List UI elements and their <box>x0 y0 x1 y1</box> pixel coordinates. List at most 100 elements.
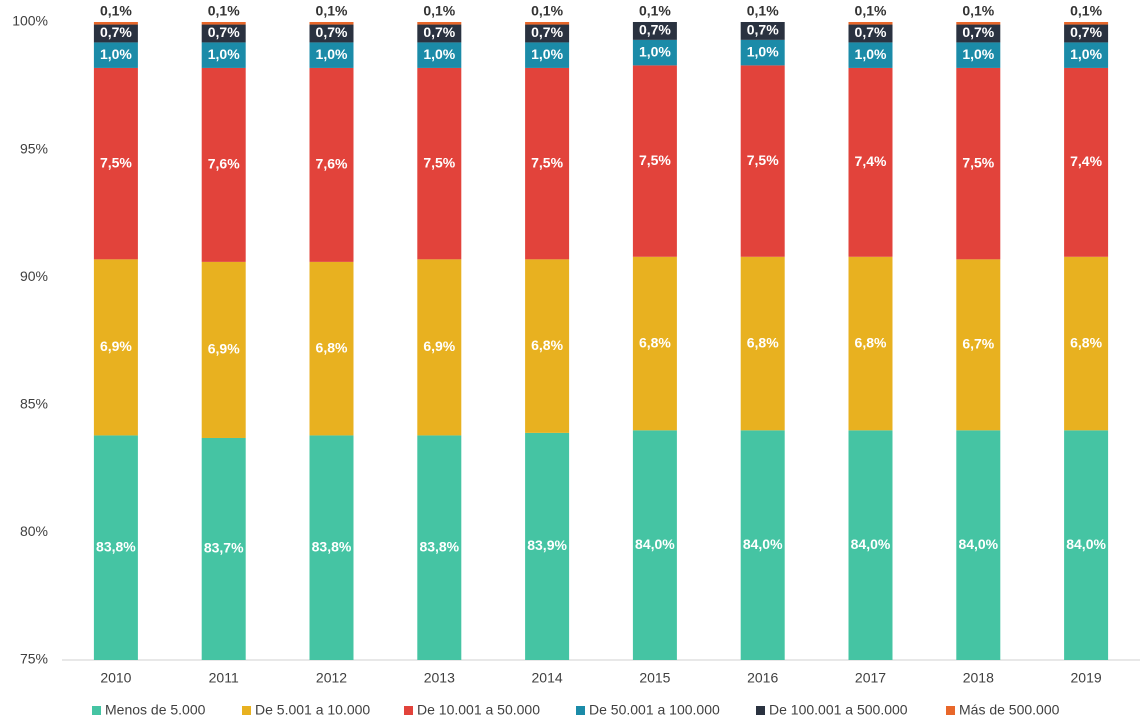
bar-segment <box>525 42 570 68</box>
bar-segment <box>93 24 138 43</box>
bar-segment <box>632 430 677 660</box>
bar-segment <box>848 22 893 25</box>
bar-segment <box>1064 22 1109 25</box>
bar-segment <box>740 39 785 66</box>
bar-segment <box>740 430 785 660</box>
bar-segment <box>632 256 677 431</box>
bar-segment <box>848 67 893 257</box>
legend-swatch <box>946 706 955 715</box>
data-label: 1,0% <box>316 46 348 62</box>
data-label: 0,7% <box>531 24 563 40</box>
bar-segment <box>1064 67 1109 257</box>
x-tick-label: 2017 <box>855 670 886 686</box>
legend-label: De 10.001 a 50.000 <box>417 702 540 718</box>
legend-swatch <box>756 706 765 715</box>
bar-segment <box>201 24 246 43</box>
bar-segment <box>309 22 354 25</box>
bar-segment <box>956 24 1001 43</box>
bar-segment <box>632 65 677 257</box>
data-label: 83,8% <box>312 538 352 554</box>
data-label: 0,7% <box>208 24 240 40</box>
bar-segment <box>417 435 462 660</box>
bar-segment <box>93 67 138 260</box>
data-label: 0,7% <box>423 24 455 40</box>
bar-segment <box>740 22 785 40</box>
y-tick-label: 90% <box>20 268 48 284</box>
bar-segment <box>956 22 1001 25</box>
data-label: 0,1% <box>639 3 671 19</box>
x-tick-label: 2014 <box>532 670 563 686</box>
data-label: 0,7% <box>1070 24 1102 40</box>
data-label: 7,5% <box>100 154 132 170</box>
bar-segment <box>956 42 1001 68</box>
data-label: 1,0% <box>531 46 563 62</box>
y-tick-label: 85% <box>20 396 48 412</box>
data-label: 84,0% <box>1066 536 1106 552</box>
data-label: 6,9% <box>208 341 240 357</box>
data-label: 1,0% <box>423 46 455 62</box>
data-label: 0,1% <box>855 3 887 19</box>
legend-label: Menos de 5.000 <box>105 702 206 718</box>
bar-segment <box>848 256 893 431</box>
data-label: 0,7% <box>639 22 671 38</box>
data-label: 0,1% <box>423 3 455 19</box>
y-tick-label: 100% <box>12 13 48 29</box>
data-label: 0,7% <box>747 22 779 38</box>
bar-segment <box>1064 42 1109 68</box>
bar-segment <box>525 22 570 25</box>
bar-segment <box>956 259 1001 431</box>
data-label: 7,5% <box>747 152 779 168</box>
bar-segment <box>740 65 785 257</box>
bar-segment <box>309 435 354 660</box>
bar-segment <box>525 259 570 433</box>
bar-segment <box>93 22 138 25</box>
bar-segment <box>848 430 893 660</box>
data-label: 7,4% <box>855 153 887 169</box>
bar-segment <box>956 67 1001 260</box>
bar-segment <box>93 435 138 660</box>
data-label: 6,8% <box>316 339 348 355</box>
bar-segment <box>309 42 354 68</box>
bar-segment <box>525 432 570 660</box>
data-label: 0,1% <box>747 3 779 19</box>
data-label: 0,1% <box>100 3 132 19</box>
bar-segment <box>632 22 677 40</box>
bar-segment <box>93 42 138 68</box>
data-label: 0,7% <box>855 24 887 40</box>
bar-segment <box>417 24 462 43</box>
y-tick-label: 75% <box>20 651 48 667</box>
data-label: 1,0% <box>208 46 240 62</box>
bar-segment <box>309 261 354 436</box>
bar-segment <box>201 42 246 68</box>
bar-segment <box>417 42 462 68</box>
bar-segment <box>417 67 462 260</box>
legend-swatch <box>576 706 585 715</box>
data-label: 84,0% <box>851 536 891 552</box>
data-label: 83,8% <box>419 538 459 554</box>
data-label: 1,0% <box>962 46 994 62</box>
data-label: 1,0% <box>747 43 779 59</box>
data-label: 0,1% <box>316 3 348 19</box>
legend-label: De 5.001 a 10.000 <box>255 702 370 718</box>
legend-swatch <box>404 706 413 715</box>
bar-segment <box>201 67 246 262</box>
legend-label: De 50.001 a 100.000 <box>589 702 720 718</box>
bar-segment <box>417 259 462 436</box>
data-label: 83,8% <box>96 538 136 554</box>
data-label: 0,1% <box>1070 3 1102 19</box>
bar-segment <box>848 24 893 43</box>
bar-segment <box>201 261 246 438</box>
y-tick-label: 95% <box>20 140 48 156</box>
x-tick-label: 2019 <box>1071 670 1102 686</box>
data-label: 84,0% <box>743 536 783 552</box>
data-label: 7,6% <box>208 156 240 172</box>
bar-segment <box>201 437 246 660</box>
data-label: 83,9% <box>527 537 567 553</box>
data-label: 7,4% <box>1070 153 1102 169</box>
data-label: 83,7% <box>204 540 244 556</box>
x-tick-label: 2015 <box>639 670 670 686</box>
bar-segment <box>309 67 354 262</box>
bar-segment <box>956 430 1001 660</box>
x-tick-label: 2012 <box>316 670 347 686</box>
